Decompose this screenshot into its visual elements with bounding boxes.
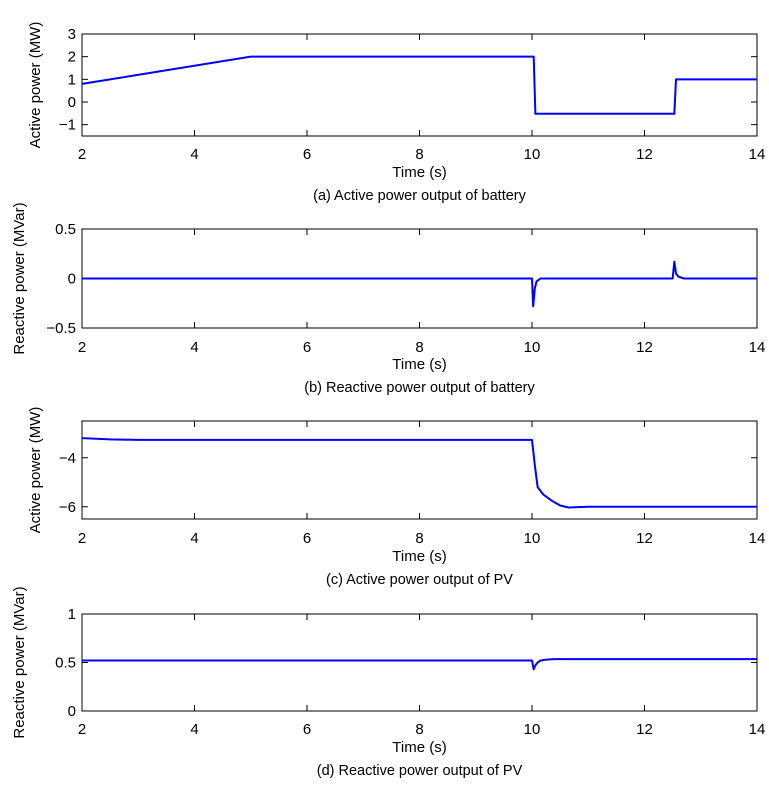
x-tick-label: 6 [303,146,311,163]
x-tick-label: 14 [749,146,766,163]
x-tick-label: 2 [78,146,86,163]
x-tick-label: 2 [78,721,86,738]
x-tick-label: 2 [78,339,86,356]
plot-frame [82,34,757,136]
x-tick-label: 6 [303,339,311,356]
y-axis-label: Reactive power (MVar) [11,586,28,738]
x-tick-label: 14 [749,530,766,547]
y-tick-label: 0.5 [55,221,76,238]
chart-caption: (d) Reactive power output of PV [317,763,523,779]
series-line [82,659,757,669]
x-tick-label: 8 [415,146,423,163]
chart-caption: (a) Active power output of battery [313,188,527,204]
x-tick-label: 8 [415,721,423,738]
x-tick-label: 8 [415,530,423,547]
x-tick-label: 12 [636,530,653,547]
plot-frame [82,614,757,711]
y-tick-label: −4 [59,450,76,467]
series-line [82,262,757,307]
y-tick-label: 0.5 [55,655,76,672]
x-tick-label: 10 [524,530,541,547]
x-tick-label: 12 [636,721,653,738]
x-tick-label: 10 [524,146,541,163]
x-tick-label: 10 [524,721,541,738]
y-axis-label: Active power (MW) [27,22,44,149]
x-tick-label: 6 [303,721,311,738]
x-tick-label: 4 [190,721,198,738]
y-tick-label: −6 [59,499,76,516]
x-tick-label: 12 [636,146,653,163]
x-axis-label: Time (s) [392,739,446,756]
x-tick-label: 10 [524,339,541,356]
y-tick-label: 0 [68,94,76,111]
chart-caption: (b) Reactive power output of battery [304,380,535,396]
plot-frame [82,421,757,519]
x-tick-label: 12 [636,339,653,356]
y-tick-label: 3 [68,26,76,43]
y-tick-label: 1 [68,71,76,88]
y-tick-label: 1 [68,606,76,623]
y-tick-label: 2 [68,49,76,66]
x-tick-label: 14 [749,721,766,738]
y-tick-label: −1 [59,117,76,134]
x-axis-label: Time (s) [392,164,446,181]
chart-panel-b: 2 4 6 8 10 12 14 0.5 0 −0.5 Time (s) Reactive power… [11,202,765,396]
x-tick-label: 8 [415,339,423,356]
x-tick-label: 4 [190,530,198,547]
y-tick-label: 0 [68,703,76,720]
y-axis-label: Reactive power (MVar) [11,202,28,354]
chart-panel-d: 2 4 6 8 10 12 14 1 0.5 0 Time (s) Reactive power (M… [11,586,765,779]
x-tick-label: 2 [78,530,86,547]
x-tick-label: 14 [749,339,766,356]
y-tick-label: 0 [68,271,76,288]
x-axis-label: Time (s) [392,548,446,565]
series-line [82,438,757,507]
x-axis-label: Time (s) [392,356,446,373]
x-tick-label: 6 [303,530,311,547]
chart-panel-c: 2 4 6 8 10 12 14 −4 −6 Time (s) Active power (MW) (… [27,407,765,588]
x-tick-label: 4 [190,339,198,356]
series-line [82,57,757,114]
y-tick-label: −0.5 [46,320,76,337]
x-tick-label: 4 [190,146,198,163]
chart-caption: (c) Active power output of PV [326,572,513,588]
y-axis-label: Active power (MW) [27,407,44,534]
